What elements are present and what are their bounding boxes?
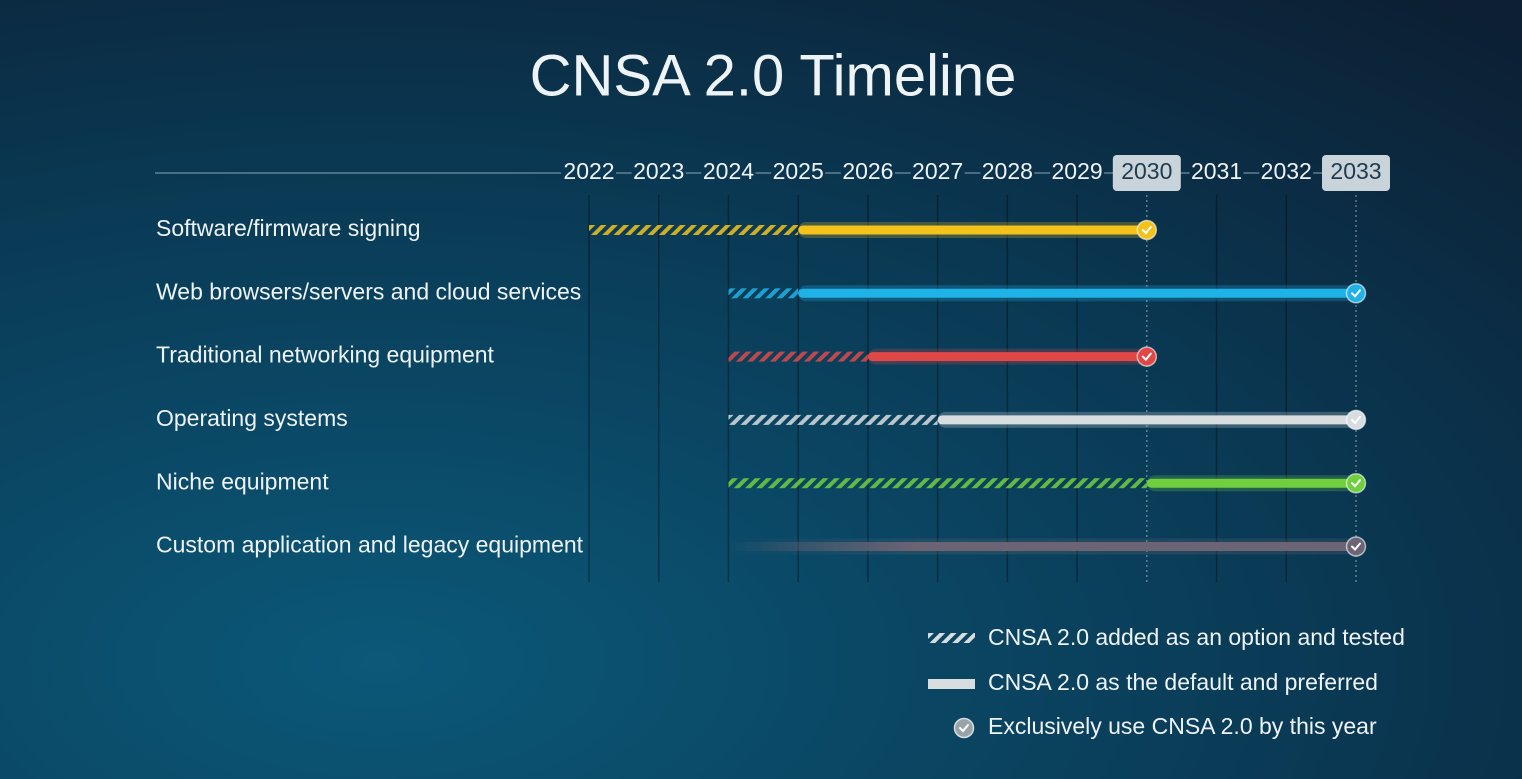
default-bar: [867, 352, 1147, 362]
row-label: Niche equipment: [156, 468, 329, 494]
x-tick-label: 2028: [982, 158, 1033, 184]
default-bar: [937, 415, 1356, 425]
default-bar: [798, 225, 1147, 235]
legend-exclusive-label: Exclusively use CNSA 2.0 by this year: [988, 713, 1377, 739]
x-tick-label: 2023: [633, 158, 684, 184]
row-label: Web browsers/servers and cloud services: [156, 278, 581, 304]
x-tick-label: 2027: [912, 158, 963, 184]
check-icon: [1351, 415, 1361, 425]
exclusive-marker: [1345, 472, 1367, 494]
x-tick-label: 2022: [563, 158, 614, 184]
legend-option-swatch: [928, 633, 975, 643]
x-tick-label: 2025: [773, 158, 824, 184]
exclusive-marker: [1136, 219, 1158, 241]
legend-exclusive-swatch: [953, 717, 975, 739]
exclusive-marker: [1136, 346, 1158, 367]
row-label: Custom application and legacy equipment: [156, 532, 584, 558]
exclusive-marker: [1345, 409, 1367, 431]
option-bar: [728, 351, 868, 362]
default-bar: [1146, 478, 1356, 488]
x-tick-label: 2032: [1261, 158, 1312, 184]
x-tick-label: 2026: [842, 158, 893, 184]
option-bar: [728, 478, 1147, 489]
check-icon: [959, 724, 969, 733]
x-tick-label: 2033: [1330, 158, 1381, 184]
tick-highlight: [1112, 155, 1181, 191]
row-label: Operating systems: [156, 405, 348, 431]
default-bar: [728, 542, 1356, 551]
exclusive-marker: [1345, 536, 1367, 557]
option-bar: [728, 288, 799, 299]
check-icon: [1351, 289, 1361, 298]
default-bar: [798, 288, 1356, 298]
x-tick-label: 2024: [703, 158, 754, 184]
check-icon: [1351, 542, 1361, 551]
x-tick-label: 2030: [1121, 158, 1172, 184]
chart-title: CNSA 2.0 Timeline: [530, 43, 1017, 108]
legend-option-label: CNSA 2.0 added as an option and tested: [988, 624, 1405, 650]
check-icon: [1351, 479, 1361, 488]
option-bar: [728, 414, 938, 425]
option-bar: [589, 225, 799, 235]
tick-highlight: [1322, 155, 1390, 191]
row-label: Software/firmware signing: [156, 215, 421, 241]
legend-default-swatch: [928, 679, 975, 689]
check-icon: [1141, 352, 1152, 362]
x-tick-label: 2029: [1052, 158, 1103, 184]
exclusive-marker: [1345, 283, 1367, 304]
check-icon: [1141, 226, 1152, 235]
x-tick-label: 2031: [1191, 158, 1242, 184]
legend-default-label: CNSA 2.0 as the default and preferred: [988, 669, 1378, 695]
row-label: Traditional networking equipment: [156, 342, 495, 368]
